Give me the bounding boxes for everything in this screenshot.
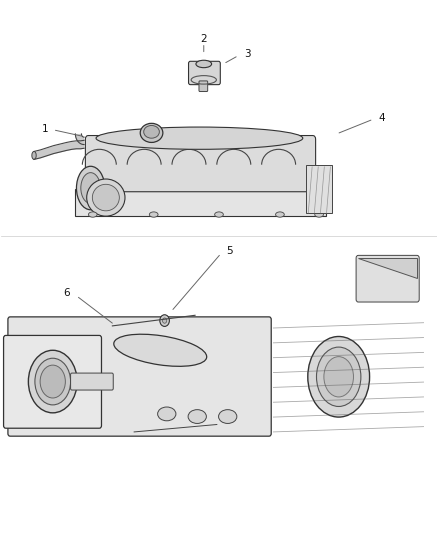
Ellipse shape: [81, 173, 100, 204]
Ellipse shape: [315, 212, 323, 217]
Ellipse shape: [40, 365, 65, 398]
Ellipse shape: [215, 212, 223, 217]
Ellipse shape: [114, 334, 207, 366]
Ellipse shape: [158, 407, 176, 421]
Ellipse shape: [88, 212, 97, 217]
Ellipse shape: [196, 60, 212, 68]
FancyBboxPatch shape: [85, 135, 316, 192]
FancyBboxPatch shape: [71, 373, 113, 390]
Text: 3: 3: [244, 50, 251, 59]
FancyBboxPatch shape: [75, 189, 325, 216]
FancyBboxPatch shape: [188, 61, 220, 85]
Ellipse shape: [276, 212, 284, 217]
Text: 4: 4: [379, 113, 385, 123]
Circle shape: [162, 318, 167, 323]
Polygon shape: [75, 134, 84, 144]
Ellipse shape: [140, 123, 163, 142]
Ellipse shape: [77, 166, 105, 210]
Polygon shape: [358, 258, 417, 278]
Ellipse shape: [149, 212, 158, 217]
Ellipse shape: [87, 179, 125, 216]
FancyBboxPatch shape: [356, 255, 419, 302]
Ellipse shape: [96, 127, 303, 149]
FancyBboxPatch shape: [4, 335, 102, 428]
FancyBboxPatch shape: [306, 165, 332, 214]
FancyBboxPatch shape: [199, 81, 208, 92]
Ellipse shape: [28, 350, 77, 413]
Text: 5: 5: [226, 246, 233, 256]
Ellipse shape: [324, 357, 353, 397]
Text: 1: 1: [42, 124, 48, 134]
Ellipse shape: [35, 358, 71, 405]
Circle shape: [160, 315, 170, 326]
Ellipse shape: [308, 336, 370, 417]
Ellipse shape: [188, 410, 206, 423]
Ellipse shape: [92, 184, 119, 211]
Text: 2: 2: [201, 34, 207, 44]
Ellipse shape: [317, 347, 361, 407]
Ellipse shape: [144, 125, 159, 138]
Text: 6: 6: [64, 288, 70, 298]
Ellipse shape: [219, 410, 237, 423]
Ellipse shape: [32, 151, 36, 159]
FancyBboxPatch shape: [8, 317, 271, 436]
